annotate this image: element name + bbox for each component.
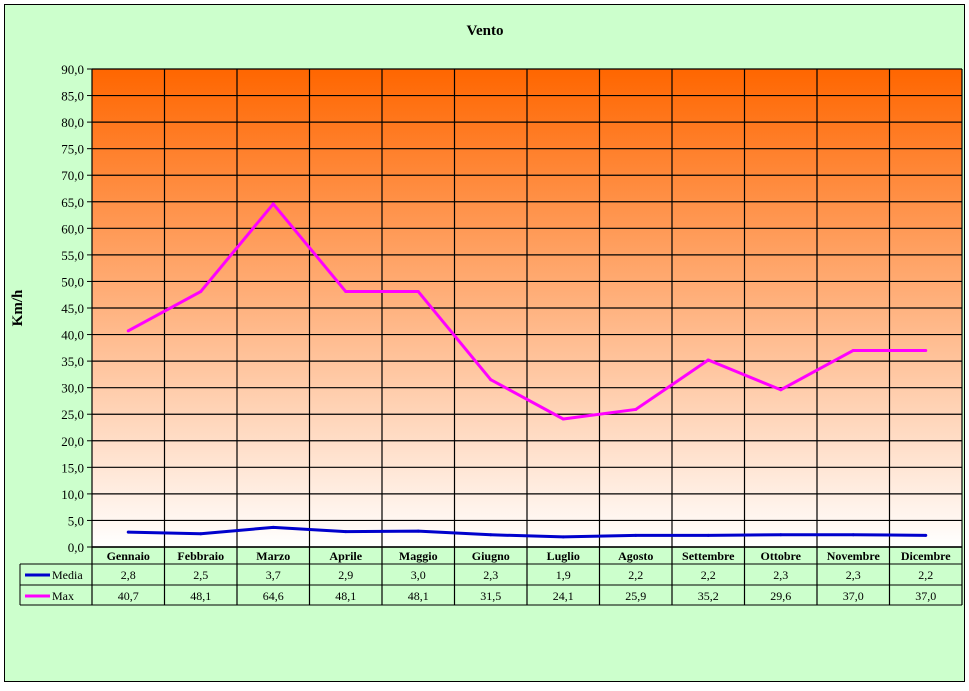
table-cell-media: 2,2: [701, 568, 716, 582]
x-tick-label: Marzo: [256, 549, 290, 563]
y-tick-label: 0,0: [68, 540, 84, 555]
table-cell-max: 40,7: [118, 589, 139, 603]
y-tick-label: 50,0: [61, 274, 84, 289]
table-cell-media: 2,2: [918, 568, 933, 582]
y-tick-label: 30,0: [61, 381, 84, 396]
table-cell-media: 3,0: [411, 568, 426, 582]
data-point-media: [416, 529, 420, 533]
table-cell-max: 29,6: [770, 589, 791, 603]
table-cell-media: 2,5: [193, 568, 208, 582]
data-point-media: [851, 533, 855, 537]
data-point-max: [634, 407, 638, 411]
x-tick-label: Gennaio: [107, 549, 150, 563]
table-cell-media: 3,7: [266, 568, 281, 582]
data-point-media: [344, 530, 348, 534]
y-tick-label: 75,0: [61, 142, 84, 157]
data-point-media: [779, 533, 783, 537]
data-point-max: [416, 290, 420, 294]
y-tick-label: 70,0: [61, 168, 84, 183]
y-tick-label: 40,0: [61, 328, 84, 343]
legend-label-media: Media: [52, 568, 83, 582]
table-cell-media: 2,3: [846, 568, 861, 582]
x-tick-label: Settembre: [682, 549, 735, 563]
y-tick-label: 90,0: [61, 62, 84, 77]
table-cell-media: 1,9: [556, 568, 571, 582]
data-point-max: [344, 290, 348, 294]
x-tick-label: Dicembre: [901, 549, 951, 563]
table-cell-media: 2,3: [773, 568, 788, 582]
data-point-max: [489, 378, 493, 382]
data-point-max: [199, 290, 203, 294]
data-point-media: [924, 533, 928, 537]
data-point-media: [706, 533, 710, 537]
data-point-max: [851, 348, 855, 352]
x-tick-label: Agosto: [618, 549, 653, 563]
y-tick-label: 25,0: [61, 407, 84, 422]
data-point-media: [126, 530, 130, 534]
data-point-media: [199, 532, 203, 536]
x-tick-label: Novembre: [827, 549, 881, 563]
y-tick-label: 80,0: [61, 115, 84, 130]
legend-label-max: Max: [52, 589, 74, 603]
data-point-media: [634, 533, 638, 537]
table-cell-max: 35,2: [698, 589, 719, 603]
y-tick-label: 5,0: [68, 513, 84, 528]
y-tick-label: 55,0: [61, 248, 84, 263]
data-point-max: [126, 329, 130, 333]
data-point-max: [706, 358, 710, 362]
data-point-max: [779, 388, 783, 392]
series-line-max: [127, 202, 926, 421]
y-tick-label: 35,0: [61, 354, 84, 369]
data-point-media: [561, 535, 565, 539]
table-cell-max: 25,9: [625, 589, 646, 603]
series-line-media: [128, 525, 926, 539]
x-tick-label: Aprile: [329, 549, 362, 563]
table-cell-max: 37,0: [915, 589, 936, 603]
table-cell-media: 2,9: [338, 568, 353, 582]
table-cell-max: 24,1: [553, 589, 574, 603]
table-cell-media: 2,2: [628, 568, 643, 582]
x-tick-label: Luglio: [547, 549, 580, 563]
y-tick-label: 20,0: [61, 434, 84, 449]
data-point-max: [271, 202, 275, 206]
y-tick-label: 45,0: [61, 301, 84, 316]
y-tick-label: 65,0: [61, 195, 84, 210]
table-cell-media: 2,3: [483, 568, 498, 582]
x-tick-label: Giugno: [472, 549, 510, 563]
y-axis-label: Km/h: [10, 289, 26, 326]
y-tick-label: 10,0: [61, 487, 84, 502]
table-cell-max: 48,1: [408, 589, 429, 603]
table-cell-media: 2,8: [121, 568, 136, 582]
data-point-max: [924, 348, 928, 352]
data-point-max: [561, 417, 565, 421]
chart-title: Vento: [467, 23, 504, 39]
data-point-media: [271, 525, 275, 529]
data-point-media: [489, 533, 493, 537]
x-tick-label: Ottobre: [761, 549, 802, 563]
table-cell-max: 37,0: [843, 589, 864, 603]
y-tick-label: 15,0: [61, 460, 84, 475]
table-cell-max: 64,6: [263, 589, 284, 603]
table-cell-max: 48,1: [335, 589, 356, 603]
table-cell-max: 48,1: [190, 589, 211, 603]
table-cell-max: 31,5: [480, 589, 501, 603]
y-tick-label: 85,0: [61, 89, 84, 104]
x-tick-label: Maggio: [399, 549, 438, 563]
y-tick-label: 60,0: [61, 221, 84, 236]
x-tick-label: Febbraio: [177, 549, 224, 563]
